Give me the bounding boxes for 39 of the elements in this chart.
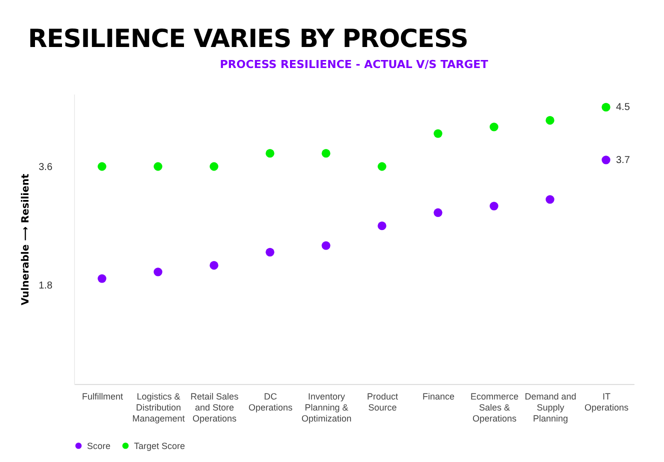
chart-title: RESILIENCE VARIES BY PROCESS: [28, 24, 469, 53]
x-tick-label: Product Source: [366, 392, 398, 412]
point: [98, 274, 106, 283]
y-tick-label: 1.8: [38, 280, 53, 292]
point: [378, 162, 386, 171]
point: [266, 148, 274, 158]
point: [98, 162, 106, 171]
data-label: 3.7: [616, 154, 630, 166]
point: [546, 195, 554, 204]
x-tick-label: Demand and Supply Planning: [524, 392, 576, 424]
point: [378, 221, 386, 230]
point: [434, 129, 442, 138]
point: [154, 268, 162, 276]
chart-subtitle: PROCESS RESILIENCE - ACTUAL V/S TARGET: [220, 58, 489, 71]
point: [322, 241, 330, 250]
point: [434, 208, 442, 217]
x-tick-label: Finance: [422, 392, 455, 402]
point: [210, 261, 218, 270]
point: [154, 162, 162, 171]
x-tick-label: Inventory Planning & Optimization: [301, 392, 352, 424]
point: [490, 122, 498, 132]
point: [210, 162, 218, 171]
y-axis-title: Vulnerable ⟶ Resilient: [20, 173, 32, 306]
data-label: 4.5: [616, 102, 630, 114]
y-tick-label: 3.6: [38, 162, 53, 173]
point: [322, 148, 330, 158]
legend-label: Score: [87, 440, 111, 451]
legend-label: Target Score: [134, 440, 186, 451]
point: [266, 248, 274, 257]
point: [602, 102, 610, 112]
x-tick-label: Logistics & Distribution Management: [132, 392, 186, 424]
x-tick-label: Fulfillment: [82, 392, 124, 402]
x-tick-label: DC Operations: [248, 392, 294, 412]
x-tick-label: Retail Sales and Store Operations: [190, 392, 240, 424]
point: [490, 202, 498, 210]
x-tick-label: IT Operations: [584, 392, 630, 412]
point: [546, 116, 554, 125]
x-tick-label: Ecommerce Sales & Operations: [470, 392, 519, 424]
point: [602, 156, 610, 164]
